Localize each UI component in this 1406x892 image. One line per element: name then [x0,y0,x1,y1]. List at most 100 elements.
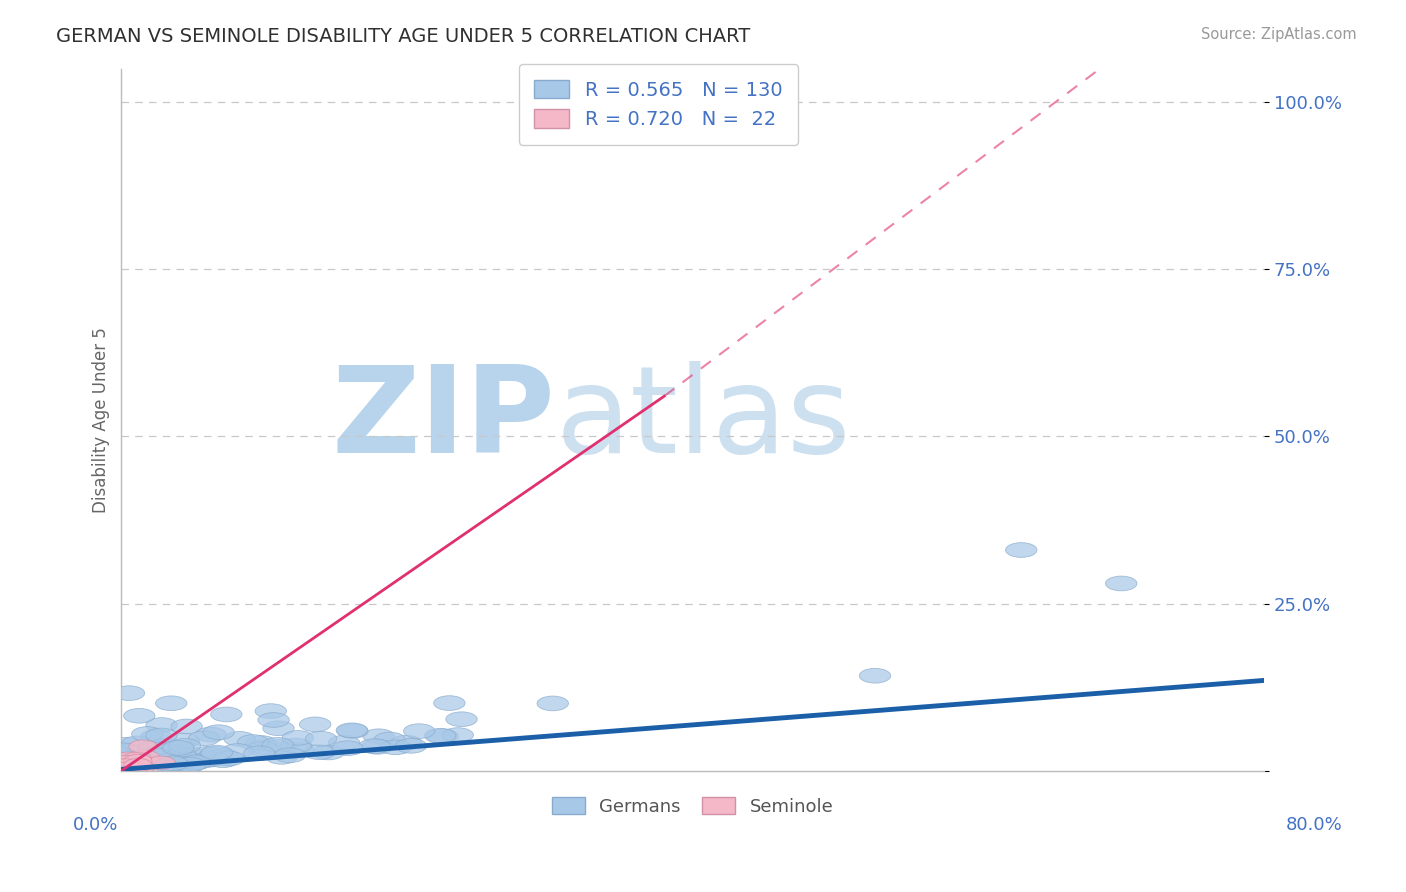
Ellipse shape [127,761,155,774]
Ellipse shape [145,750,176,765]
Ellipse shape [174,757,207,772]
Ellipse shape [191,747,222,761]
Ellipse shape [380,740,412,755]
Ellipse shape [141,730,172,744]
Text: Source: ZipAtlas.com: Source: ZipAtlas.com [1201,27,1357,42]
Ellipse shape [128,759,159,774]
Text: ZIP: ZIP [332,361,555,478]
Ellipse shape [305,731,337,746]
Ellipse shape [150,757,183,772]
Ellipse shape [170,753,202,767]
Ellipse shape [162,742,193,756]
Ellipse shape [194,752,226,767]
Ellipse shape [107,743,139,757]
Ellipse shape [165,743,195,758]
Ellipse shape [222,744,253,758]
Ellipse shape [173,747,204,761]
Ellipse shape [143,747,174,762]
Ellipse shape [211,707,242,722]
Ellipse shape [148,756,176,769]
Ellipse shape [283,743,315,757]
Ellipse shape [614,95,643,109]
Ellipse shape [148,739,180,753]
Ellipse shape [134,758,165,772]
Ellipse shape [110,761,138,774]
Ellipse shape [142,755,173,770]
Ellipse shape [169,756,200,770]
Ellipse shape [280,739,312,753]
Ellipse shape [214,751,245,766]
Ellipse shape [446,712,477,727]
Ellipse shape [207,753,239,768]
Ellipse shape [537,696,568,711]
Ellipse shape [146,728,177,743]
Ellipse shape [173,757,204,772]
Ellipse shape [169,750,200,765]
Ellipse shape [361,739,394,754]
Ellipse shape [112,763,143,778]
Ellipse shape [169,733,200,747]
Ellipse shape [129,764,157,777]
Ellipse shape [156,696,187,711]
Ellipse shape [138,752,169,767]
Ellipse shape [143,759,174,773]
Ellipse shape [149,745,180,759]
Ellipse shape [329,735,360,750]
Ellipse shape [247,741,278,756]
Ellipse shape [312,745,344,760]
Ellipse shape [112,750,143,765]
Text: 80.0%: 80.0% [1286,816,1343,834]
Ellipse shape [152,749,183,764]
Ellipse shape [332,741,363,756]
Ellipse shape [163,740,194,756]
Ellipse shape [122,747,155,762]
Ellipse shape [363,729,395,744]
Ellipse shape [188,731,219,746]
Ellipse shape [124,755,152,768]
Ellipse shape [150,756,183,771]
Ellipse shape [200,747,232,761]
Ellipse shape [131,750,159,764]
Ellipse shape [114,758,145,772]
Ellipse shape [111,759,139,772]
Ellipse shape [108,764,138,777]
Ellipse shape [110,763,138,776]
Ellipse shape [114,764,142,777]
Ellipse shape [174,757,205,772]
Ellipse shape [165,747,197,763]
Ellipse shape [283,731,314,745]
Ellipse shape [125,753,157,767]
Ellipse shape [195,751,228,766]
Ellipse shape [112,758,141,772]
Ellipse shape [111,759,143,774]
Ellipse shape [157,744,190,759]
Ellipse shape [1105,576,1137,591]
Legend: Germans, Seminole: Germans, Seminole [543,788,842,825]
Ellipse shape [169,739,201,753]
Ellipse shape [156,756,188,771]
Ellipse shape [141,748,172,763]
Ellipse shape [111,758,143,773]
Ellipse shape [117,744,148,758]
Ellipse shape [120,759,150,773]
Ellipse shape [118,753,149,768]
Ellipse shape [207,748,239,764]
Ellipse shape [336,723,367,738]
Ellipse shape [124,752,152,765]
Ellipse shape [427,729,458,744]
Ellipse shape [138,740,170,756]
Ellipse shape [114,763,142,776]
Ellipse shape [112,752,145,767]
Ellipse shape [120,762,148,775]
Ellipse shape [112,761,143,776]
Ellipse shape [266,749,297,764]
Ellipse shape [143,753,174,767]
Ellipse shape [274,747,305,763]
Ellipse shape [441,728,474,742]
Text: GERMAN VS SEMINOLE DISABILITY AGE UNDER 5 CORRELATION CHART: GERMAN VS SEMINOLE DISABILITY AGE UNDER … [56,27,751,45]
Ellipse shape [132,727,163,741]
Ellipse shape [262,738,294,752]
Ellipse shape [299,717,330,731]
Ellipse shape [114,686,145,700]
Ellipse shape [359,739,391,754]
